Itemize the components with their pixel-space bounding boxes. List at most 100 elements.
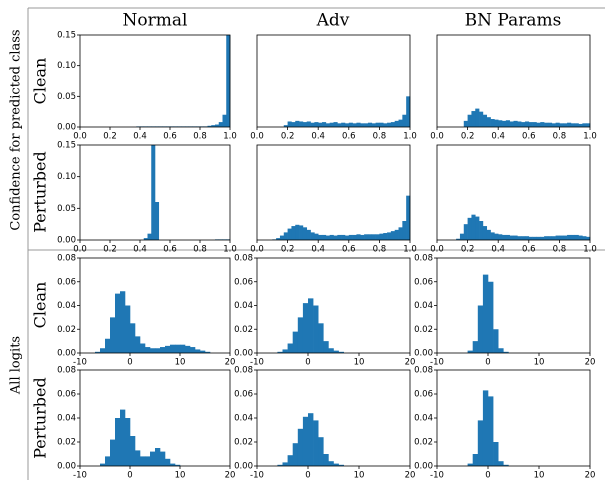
- bar: [306, 121, 311, 127]
- x-tick-label: 10: [175, 471, 186, 481]
- bar: [318, 122, 323, 127]
- x-tick-label: 20: [405, 358, 416, 368]
- bar: [540, 236, 545, 240]
- bar: [151, 145, 156, 240]
- bar: [352, 123, 357, 127]
- bar: [292, 443, 299, 466]
- bar: [313, 305, 319, 353]
- x-tick-label: 0.2: [461, 132, 475, 142]
- bar: [310, 232, 315, 240]
- x-tick-label: 0.6: [163, 132, 177, 142]
- bar: [165, 458, 171, 466]
- bar: [498, 234, 503, 240]
- column-title: BN Params: [465, 11, 562, 31]
- bar: [513, 120, 518, 127]
- bar: [282, 349, 288, 353]
- x-tick-label: 0.2: [103, 132, 117, 142]
- bar: [463, 224, 468, 240]
- bar: [306, 229, 311, 240]
- x-tick-label: 0: [485, 471, 490, 481]
- bar: [532, 122, 537, 127]
- bar: [314, 122, 319, 127]
- x-tick-label: 0.4: [491, 245, 505, 255]
- bar: [467, 217, 472, 240]
- bar: [120, 409, 126, 466]
- bar: [494, 233, 499, 240]
- bar: [110, 317, 116, 353]
- bar: [135, 336, 141, 353]
- bar: [147, 233, 152, 240]
- bar: [100, 463, 106, 466]
- bar: [287, 455, 293, 466]
- bar: [475, 216, 480, 240]
- bar: [200, 350, 206, 353]
- bar: [459, 233, 465, 240]
- x-tick-label: 0.6: [342, 245, 356, 255]
- bar: [502, 234, 507, 240]
- x-tick-label: 0.0: [73, 245, 87, 255]
- bar: [477, 420, 484, 466]
- x-tick-label: -10: [250, 471, 264, 481]
- bar: [482, 390, 489, 466]
- bar: [498, 348, 504, 353]
- bar: [536, 122, 541, 127]
- bar: [356, 122, 361, 127]
- bar: [503, 351, 509, 353]
- bar: [555, 122, 560, 127]
- y-tick-label: 0.15: [57, 141, 76, 151]
- bar: [486, 229, 491, 240]
- bar: [150, 451, 156, 466]
- bar: [379, 233, 384, 240]
- bar: [322, 122, 327, 127]
- bar: [145, 456, 151, 466]
- bar: [394, 229, 399, 240]
- bar: [205, 351, 211, 353]
- y-tick-label: 0.02: [414, 325, 433, 335]
- bar: [170, 344, 176, 353]
- bar: [145, 347, 151, 353]
- x-tick-label: 0.6: [522, 245, 536, 255]
- bar: [329, 234, 334, 240]
- bar: [329, 122, 334, 127]
- bar: [105, 338, 111, 353]
- bar: [367, 122, 373, 127]
- y-tick-label: 0.06: [234, 277, 253, 287]
- x-tick-label: 0.0: [430, 132, 444, 142]
- bar: [115, 293, 121, 353]
- bar: [517, 236, 522, 240]
- bar: [517, 121, 522, 127]
- y-tick-label: 0.04: [234, 414, 253, 424]
- bar: [488, 396, 494, 466]
- bar: [375, 122, 380, 127]
- x-tick-label: 1.0: [403, 245, 417, 255]
- y-tick-label: 0.08: [234, 254, 253, 264]
- bar: [318, 323, 324, 353]
- y-tick-label: 0.08: [57, 254, 76, 264]
- axes-frame: [436, 257, 591, 354]
- axes-frame: [256, 34, 411, 128]
- bar: [498, 461, 504, 466]
- bar: [338, 464, 344, 466]
- x-tick-label: 1.0: [583, 132, 597, 142]
- bar: [456, 238, 461, 240]
- x-tick-label: -10: [73, 471, 87, 481]
- bar: [299, 121, 304, 127]
- x-tick-label: 0.6: [342, 132, 356, 142]
- bar: [318, 437, 324, 466]
- bar: [551, 236, 556, 240]
- bar: [563, 123, 568, 127]
- bar: [567, 234, 572, 240]
- row-label: Perturbed: [31, 151, 50, 233]
- x-tick-label: 0.4: [133, 132, 147, 142]
- x-tick-label: -10: [73, 358, 87, 368]
- bar: [185, 345, 191, 353]
- bar: [310, 122, 315, 127]
- bar: [490, 232, 495, 240]
- bar: [482, 114, 488, 127]
- x-tick-label: -10: [430, 358, 444, 368]
- bar: [140, 343, 146, 353]
- bar: [338, 351, 344, 353]
- bar: [536, 236, 541, 240]
- y-tick-label: 0.00: [57, 462, 76, 472]
